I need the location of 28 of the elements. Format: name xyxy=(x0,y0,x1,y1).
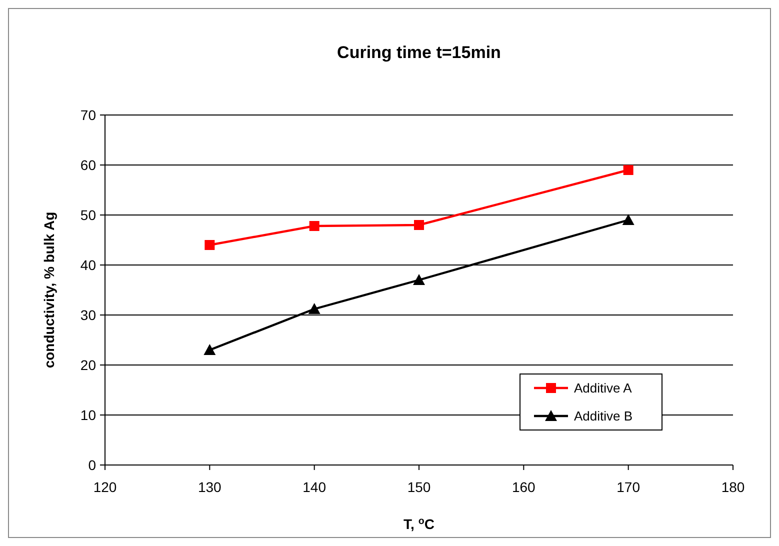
x-tick-label: 120 xyxy=(93,479,117,495)
y-tick-label: 0 xyxy=(88,456,96,473)
y-tick-label: 20 xyxy=(80,356,96,373)
point xyxy=(414,220,424,230)
point xyxy=(204,344,216,355)
legend-label: Additive B xyxy=(574,408,633,424)
x-tick-label: 170 xyxy=(616,479,640,495)
x-tick-label: 180 xyxy=(721,479,745,495)
point xyxy=(623,165,634,175)
x-tick-label: 140 xyxy=(302,479,326,495)
legend-label: Additive A xyxy=(574,380,632,396)
y-axis-title: conductivity, % bulk Ag xyxy=(41,212,57,368)
y-tick-label: 70 xyxy=(80,106,96,123)
x-tick-label: 150 xyxy=(407,479,431,495)
point xyxy=(309,221,320,231)
x-axis-title: T, $^{o}$C xyxy=(404,516,434,532)
chart-title: Curing time t=15min xyxy=(337,43,501,62)
y-tick-label: 30 xyxy=(80,306,96,323)
point xyxy=(308,303,320,314)
point xyxy=(622,214,634,225)
point xyxy=(413,274,425,285)
x-tick-label: 160 xyxy=(512,479,536,495)
y-tick-label: 40 xyxy=(80,256,96,273)
y-tick-label: 10 xyxy=(80,406,96,423)
x-tick-label: 130 xyxy=(198,479,222,495)
point xyxy=(204,240,215,250)
y-tick-label: 60 xyxy=(80,156,96,173)
y-tick-label: 50 xyxy=(80,206,96,223)
